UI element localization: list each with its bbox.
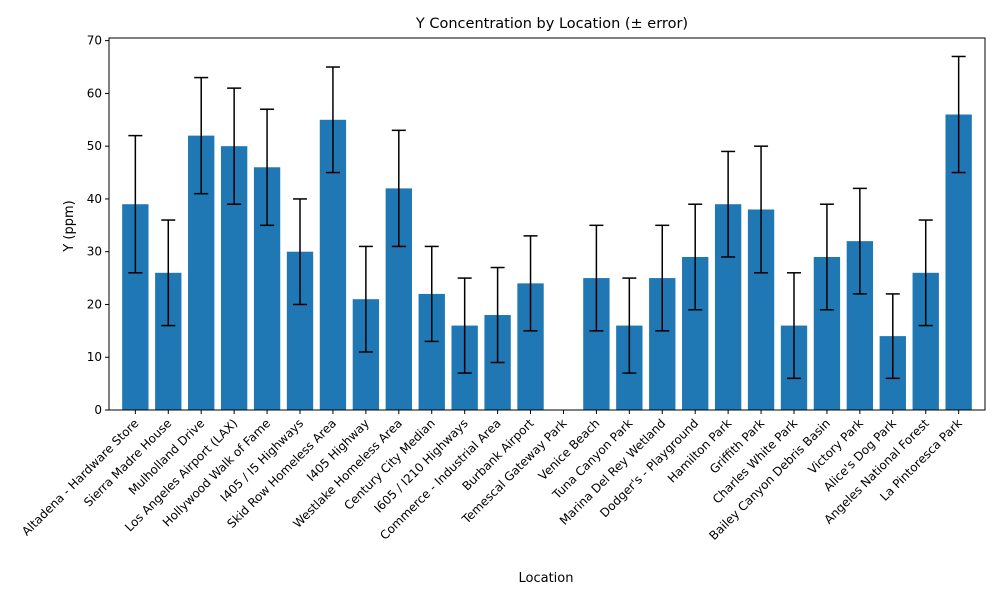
error-bar: [161, 219, 176, 327]
error-bar: [227, 87, 242, 205]
error-bar: [293, 198, 308, 306]
error-bar: [589, 224, 604, 332]
error-bar: [457, 277, 472, 374]
y-tick-label: 30: [87, 245, 102, 259]
plot-frame: [108, 37, 986, 411]
error-bar: [721, 150, 736, 258]
error-bar: [951, 55, 966, 174]
error-bar: [325, 66, 340, 174]
error-bar: [688, 203, 703, 311]
x-tick-label: Commerce - Industrial Area: [377, 416, 503, 542]
bars-layer: [122, 114, 972, 411]
error-bar: [819, 203, 834, 311]
x-axis-title: Location: [519, 571, 574, 586]
error-bar: [128, 134, 143, 274]
x-tick-label: Bailey Canyon Debris Basin: [706, 416, 833, 543]
chart-title: Y Concentration by Location (± error): [415, 16, 688, 32]
error-bar: [885, 293, 900, 380]
y-tick-label: 60: [87, 86, 102, 100]
y-tick-label: 40: [87, 192, 102, 206]
error-bar: [852, 187, 867, 295]
error-bar: [655, 224, 670, 332]
error-bar: [754, 145, 769, 274]
error-bar: [260, 108, 275, 227]
error-bar: [490, 266, 505, 364]
y-tick-label: 70: [87, 34, 102, 48]
y-tick-label: 50: [87, 139, 102, 153]
y-ticks-layer: 0 10 20 30 40 50 60 70: [87, 34, 109, 417]
error-bar: [194, 76, 209, 195]
error-bar: [391, 129, 406, 248]
error-bar: [786, 272, 801, 380]
axes-layer: [108, 37, 986, 411]
y-axis-title: Y (ppm): [62, 200, 77, 252]
y-tick-label: 10: [87, 350, 102, 364]
error-bar: [918, 219, 933, 327]
errorbars-layer: [128, 55, 966, 380]
error-bar: [358, 245, 373, 353]
error-bar: [523, 235, 538, 332]
error-bar: [424, 245, 439, 343]
y-tick-label: 20: [87, 297, 102, 311]
y-tick-label: 0: [94, 403, 102, 417]
error-bar: [622, 277, 637, 374]
